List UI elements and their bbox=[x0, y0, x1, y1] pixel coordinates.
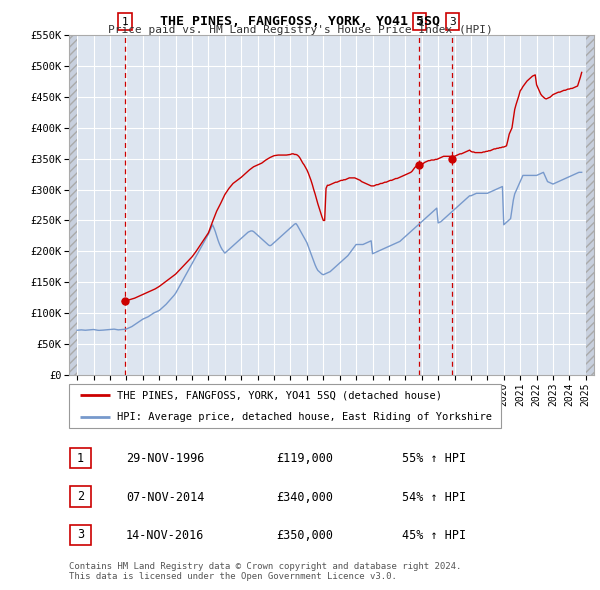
Text: 1: 1 bbox=[122, 17, 128, 27]
Text: 3: 3 bbox=[449, 17, 456, 27]
Text: THE PINES, FANGFOSS, YORK, YO41 5SQ (detached house): THE PINES, FANGFOSS, YORK, YO41 5SQ (det… bbox=[116, 391, 442, 401]
Text: 14-NOV-2016: 14-NOV-2016 bbox=[126, 529, 205, 542]
Bar bbox=[586, 35, 594, 375]
Text: £350,000: £350,000 bbox=[276, 529, 333, 542]
Text: 07-NOV-2014: 07-NOV-2014 bbox=[126, 490, 205, 504]
Text: HPI: Average price, detached house, East Riding of Yorkshire: HPI: Average price, detached house, East… bbox=[116, 412, 491, 422]
Text: Contains HM Land Registry data © Crown copyright and database right 2024.
This d: Contains HM Land Registry data © Crown c… bbox=[69, 562, 461, 581]
Text: 54% ↑ HPI: 54% ↑ HPI bbox=[402, 490, 466, 504]
Text: 1: 1 bbox=[77, 451, 84, 465]
FancyBboxPatch shape bbox=[70, 486, 91, 507]
Text: £340,000: £340,000 bbox=[276, 490, 333, 504]
Text: 3: 3 bbox=[77, 528, 84, 542]
Text: 2: 2 bbox=[416, 17, 422, 27]
Text: THE PINES, FANGFOSS, YORK, YO41 5SQ: THE PINES, FANGFOSS, YORK, YO41 5SQ bbox=[160, 15, 440, 28]
Bar bbox=[69, 35, 77, 375]
Text: 55% ↑ HPI: 55% ↑ HPI bbox=[402, 452, 466, 466]
Text: 45% ↑ HPI: 45% ↑ HPI bbox=[402, 529, 466, 542]
FancyBboxPatch shape bbox=[69, 384, 501, 428]
FancyBboxPatch shape bbox=[70, 448, 91, 468]
Text: £119,000: £119,000 bbox=[276, 452, 333, 466]
Text: 2: 2 bbox=[77, 490, 84, 503]
FancyBboxPatch shape bbox=[70, 525, 91, 545]
Text: Price paid vs. HM Land Registry's House Price Index (HPI): Price paid vs. HM Land Registry's House … bbox=[107, 25, 493, 35]
Text: 29-NOV-1996: 29-NOV-1996 bbox=[126, 452, 205, 466]
